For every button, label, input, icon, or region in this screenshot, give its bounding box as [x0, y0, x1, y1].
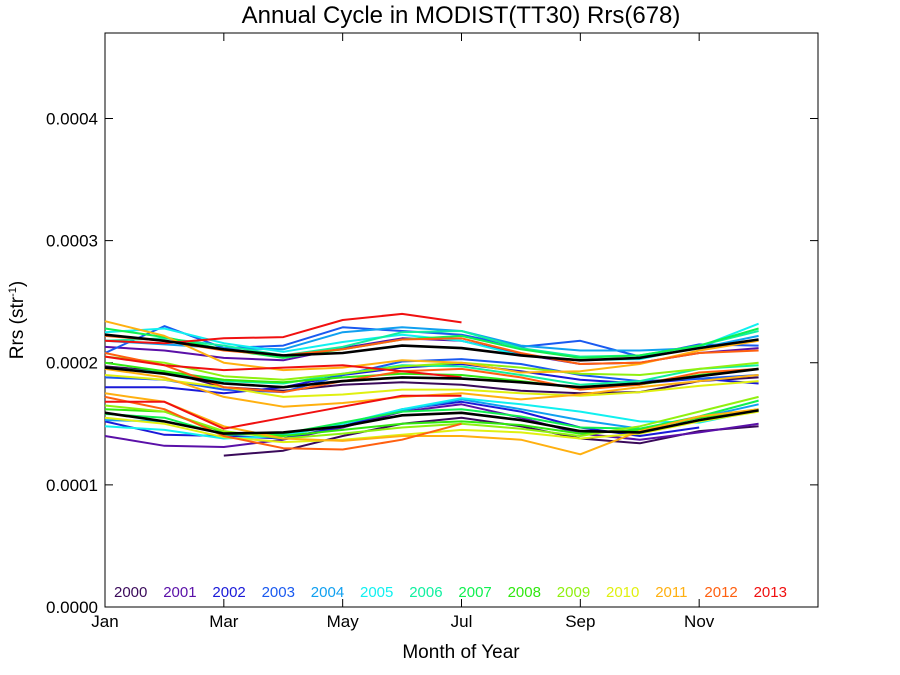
legend-entry: 2001	[163, 584, 196, 601]
legend-entry: 2003	[262, 584, 295, 601]
series-line	[104, 403, 759, 448]
series-line	[104, 312, 462, 345]
y-axis-label-exponent: -1	[7, 287, 19, 297]
y-tick-label: 0.0002	[46, 354, 98, 373]
legend-entry: 2010	[606, 584, 639, 601]
x-tick-label: Nov	[684, 612, 715, 631]
legend-entry: 2000	[114, 584, 147, 601]
series-line	[104, 333, 759, 362]
series-line	[104, 395, 462, 451]
y-tick-label: 0.0003	[46, 232, 98, 251]
legend: 2000 2001 2002 2003 2004 2005 2006 2007 2008 2009…	[114, 584, 787, 601]
plot-frame	[104, 32, 819, 608]
series-line	[105, 394, 462, 430]
legend-entry: 2011	[655, 584, 687, 601]
legend-entry: 2013	[754, 584, 787, 601]
y-tick-label: 0.0000	[46, 598, 98, 617]
plot-lines	[104, 312, 759, 457]
chart-title: Annual Cycle in MODIST(TT30) Rrs(678)	[242, 2, 681, 29]
legend-entry: 2005	[360, 584, 393, 601]
legend-entry: 2009	[557, 584, 590, 601]
y-tick-label: 0.0001	[46, 476, 98, 495]
x-tick-label: May	[327, 612, 360, 631]
series-line	[104, 366, 759, 389]
y-tick-label: 0.0004	[46, 109, 98, 128]
series-line	[104, 374, 759, 398]
y-axis-label-main: Rrs (str	[7, 296, 28, 359]
x-tick-label: Sep	[565, 612, 595, 631]
x-axis-label: Month of Year	[402, 642, 520, 663]
legend-entry: 2006	[409, 584, 442, 601]
series-line	[223, 416, 759, 457]
series-line	[104, 409, 759, 435]
legend-entry: 2012	[704, 584, 737, 601]
legend-entry: 2002	[212, 584, 245, 601]
x-tick-label: Mar	[209, 612, 239, 631]
series-line	[104, 392, 759, 456]
series-line	[104, 395, 759, 440]
series-line	[104, 358, 759, 394]
legend-entry: 2007	[458, 584, 491, 601]
legend-entry: 2008	[508, 584, 541, 601]
y-axis-label: Rrs (str-1)	[7, 281, 28, 359]
x-tick-label: Jan	[91, 612, 118, 631]
series-line	[104, 355, 462, 379]
y-axis: 0.0000 0.0001 0.0002 0.0003 0.0004	[46, 109, 818, 617]
series-line	[104, 397, 759, 440]
series-line	[104, 364, 759, 386]
legend-entry: 2004	[311, 584, 344, 601]
series-line	[104, 355, 759, 381]
y-axis-label-close: )	[7, 281, 28, 287]
x-tick-label: Jul	[451, 612, 473, 631]
x-axis: Jan Mar May Jul Sep Nov	[91, 33, 715, 631]
